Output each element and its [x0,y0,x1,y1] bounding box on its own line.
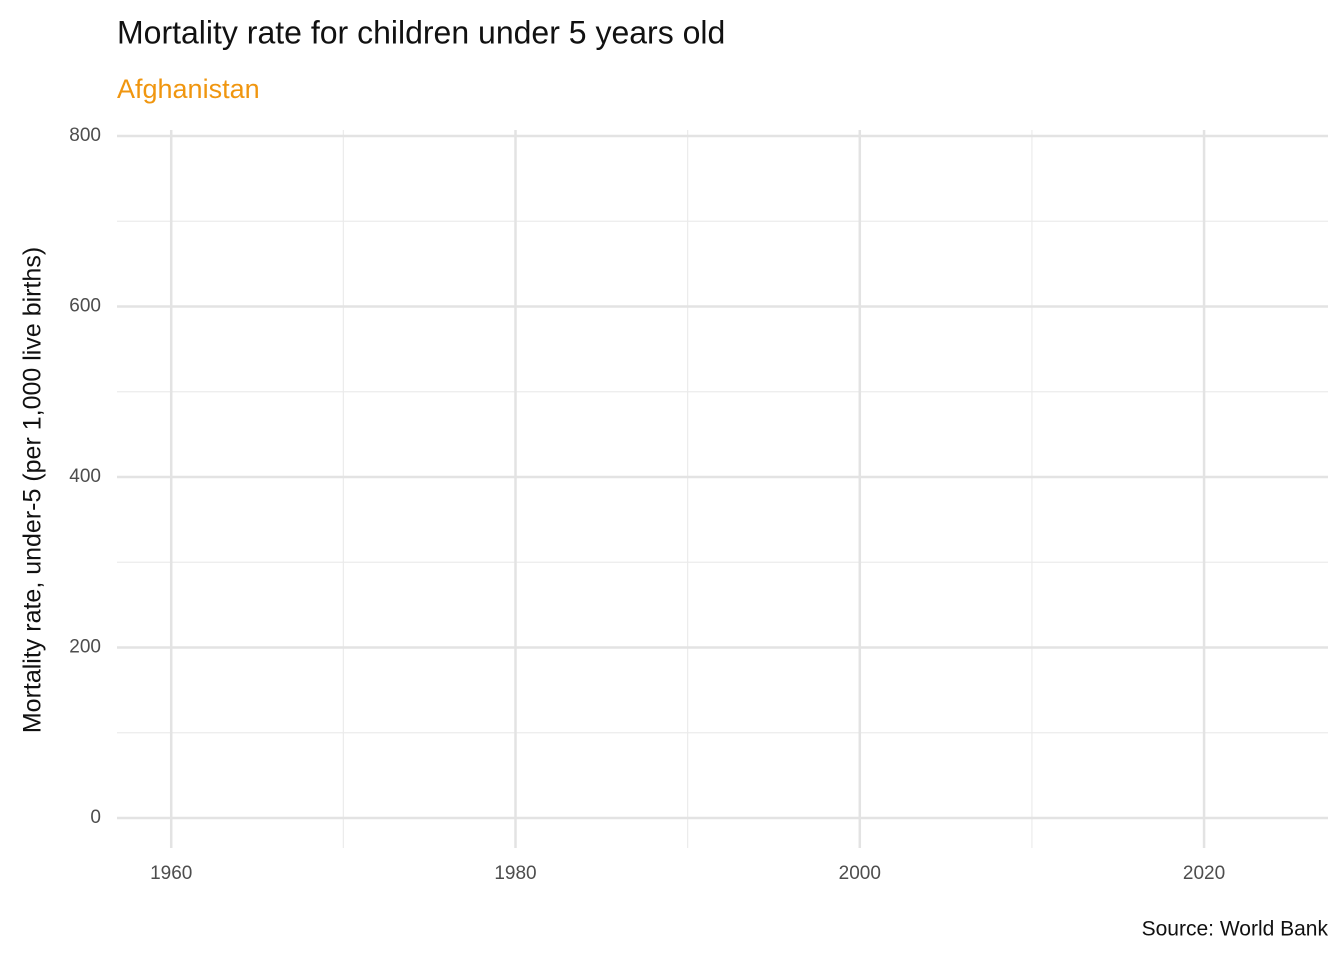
chart-subtitle: Afghanistan [117,74,260,104]
x-tick-label: 2020 [1183,863,1225,884]
x-tick-label: 1980 [494,863,536,884]
y-tick-label: 600 [69,295,101,316]
grid [117,130,1328,848]
caption: Source: World Bank [1142,918,1329,941]
y-axis-label: Mortality rate, under-5 (per 1,000 live … [19,247,47,733]
y-tick-label: 0 [90,807,101,828]
chart-title: Mortality rate for children under 5 year… [117,14,725,50]
y-tick-label: 800 [69,125,101,146]
x-tick-label: 1960 [150,863,192,884]
y-tick-label: 200 [69,637,101,658]
x-tick-label: 2000 [839,863,881,884]
y-tick-label: 400 [69,466,101,487]
